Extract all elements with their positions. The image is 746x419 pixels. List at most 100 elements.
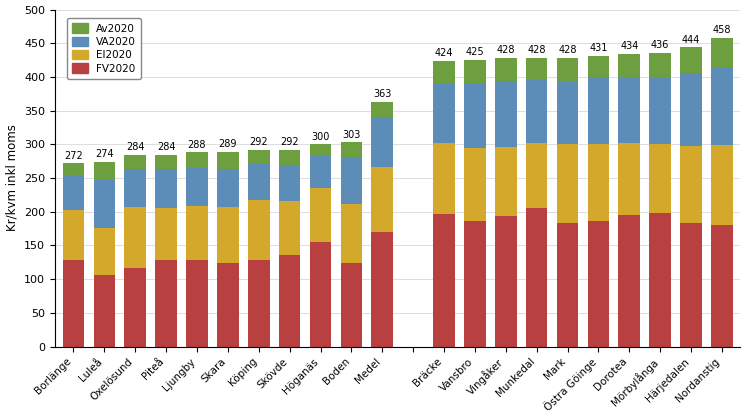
Text: 284: 284 bbox=[126, 142, 145, 153]
Bar bbox=[93, 162, 115, 179]
Bar bbox=[680, 47, 702, 73]
Bar bbox=[125, 207, 146, 268]
Bar bbox=[495, 81, 516, 147]
Bar bbox=[63, 210, 84, 260]
Text: 424: 424 bbox=[435, 48, 454, 58]
Bar bbox=[279, 255, 301, 347]
Bar bbox=[372, 167, 393, 232]
Bar bbox=[186, 206, 208, 260]
Bar bbox=[588, 78, 609, 144]
Bar bbox=[63, 175, 84, 210]
Bar bbox=[155, 168, 177, 208]
Bar bbox=[711, 225, 733, 347]
Bar bbox=[155, 155, 177, 168]
Text: 444: 444 bbox=[682, 35, 700, 44]
Bar bbox=[618, 143, 640, 215]
Bar bbox=[341, 263, 363, 347]
Text: 284: 284 bbox=[157, 142, 175, 153]
Bar bbox=[618, 215, 640, 347]
Bar bbox=[464, 60, 486, 83]
Bar bbox=[217, 207, 239, 263]
Text: 434: 434 bbox=[620, 41, 639, 52]
Bar bbox=[341, 142, 363, 158]
Bar bbox=[680, 73, 702, 146]
Bar bbox=[649, 78, 671, 144]
Bar bbox=[433, 143, 455, 215]
Text: 431: 431 bbox=[589, 43, 607, 53]
Text: 436: 436 bbox=[651, 40, 669, 50]
Bar bbox=[186, 153, 208, 168]
Bar bbox=[93, 179, 115, 228]
Bar bbox=[93, 275, 115, 347]
Bar bbox=[711, 38, 733, 67]
Bar bbox=[341, 204, 363, 263]
Bar bbox=[125, 268, 146, 347]
Bar bbox=[526, 143, 548, 208]
Bar bbox=[526, 80, 548, 143]
Bar bbox=[310, 188, 331, 242]
Bar bbox=[279, 201, 301, 255]
Bar bbox=[557, 222, 578, 347]
Bar bbox=[557, 144, 578, 222]
Text: 274: 274 bbox=[95, 149, 113, 159]
Bar bbox=[217, 168, 239, 207]
Text: 289: 289 bbox=[219, 139, 237, 149]
Bar bbox=[310, 242, 331, 347]
Bar bbox=[248, 164, 269, 199]
Bar bbox=[63, 260, 84, 347]
Bar bbox=[618, 78, 640, 143]
Text: 428: 428 bbox=[497, 45, 515, 55]
Bar bbox=[155, 260, 177, 347]
Text: 458: 458 bbox=[712, 25, 731, 35]
Bar bbox=[310, 144, 331, 156]
Bar bbox=[341, 158, 363, 204]
Bar bbox=[372, 117, 393, 167]
Bar bbox=[588, 144, 609, 221]
Bar bbox=[649, 53, 671, 78]
Bar bbox=[372, 102, 393, 117]
Text: 425: 425 bbox=[466, 47, 484, 57]
Bar bbox=[248, 150, 269, 164]
Legend: Av2020, VA2020, El2020, FV2020: Av2020, VA2020, El2020, FV2020 bbox=[67, 18, 141, 79]
Bar bbox=[186, 168, 208, 206]
Bar bbox=[248, 260, 269, 347]
Bar bbox=[310, 156, 331, 188]
Bar bbox=[186, 260, 208, 347]
Bar bbox=[464, 221, 486, 347]
Bar bbox=[557, 82, 578, 144]
Bar bbox=[649, 144, 671, 213]
Text: 292: 292 bbox=[280, 137, 299, 147]
Bar bbox=[279, 150, 301, 165]
Bar bbox=[495, 58, 516, 81]
Bar bbox=[279, 165, 301, 201]
Bar bbox=[464, 83, 486, 148]
Text: 303: 303 bbox=[342, 129, 360, 140]
Y-axis label: Kr/kvm inkl moms: Kr/kvm inkl moms bbox=[5, 124, 19, 231]
Bar bbox=[93, 228, 115, 275]
Bar bbox=[526, 58, 548, 80]
Bar bbox=[495, 217, 516, 347]
Bar bbox=[217, 263, 239, 347]
Text: 428: 428 bbox=[558, 45, 577, 55]
Bar bbox=[464, 148, 486, 221]
Text: 272: 272 bbox=[64, 150, 83, 160]
Bar bbox=[618, 54, 640, 78]
Bar bbox=[155, 208, 177, 260]
Bar bbox=[711, 145, 733, 225]
Bar bbox=[680, 222, 702, 347]
Text: 428: 428 bbox=[527, 45, 546, 55]
Bar bbox=[125, 168, 146, 207]
Bar bbox=[63, 163, 84, 175]
Text: 292: 292 bbox=[249, 137, 268, 147]
Bar bbox=[495, 147, 516, 217]
Text: 363: 363 bbox=[373, 89, 392, 99]
Bar bbox=[248, 199, 269, 260]
Text: 300: 300 bbox=[311, 132, 330, 142]
Bar bbox=[526, 208, 548, 347]
Bar bbox=[588, 56, 609, 78]
Bar bbox=[649, 213, 671, 347]
Bar bbox=[125, 155, 146, 168]
Bar bbox=[372, 232, 393, 347]
Bar bbox=[433, 84, 455, 143]
Bar bbox=[433, 61, 455, 84]
